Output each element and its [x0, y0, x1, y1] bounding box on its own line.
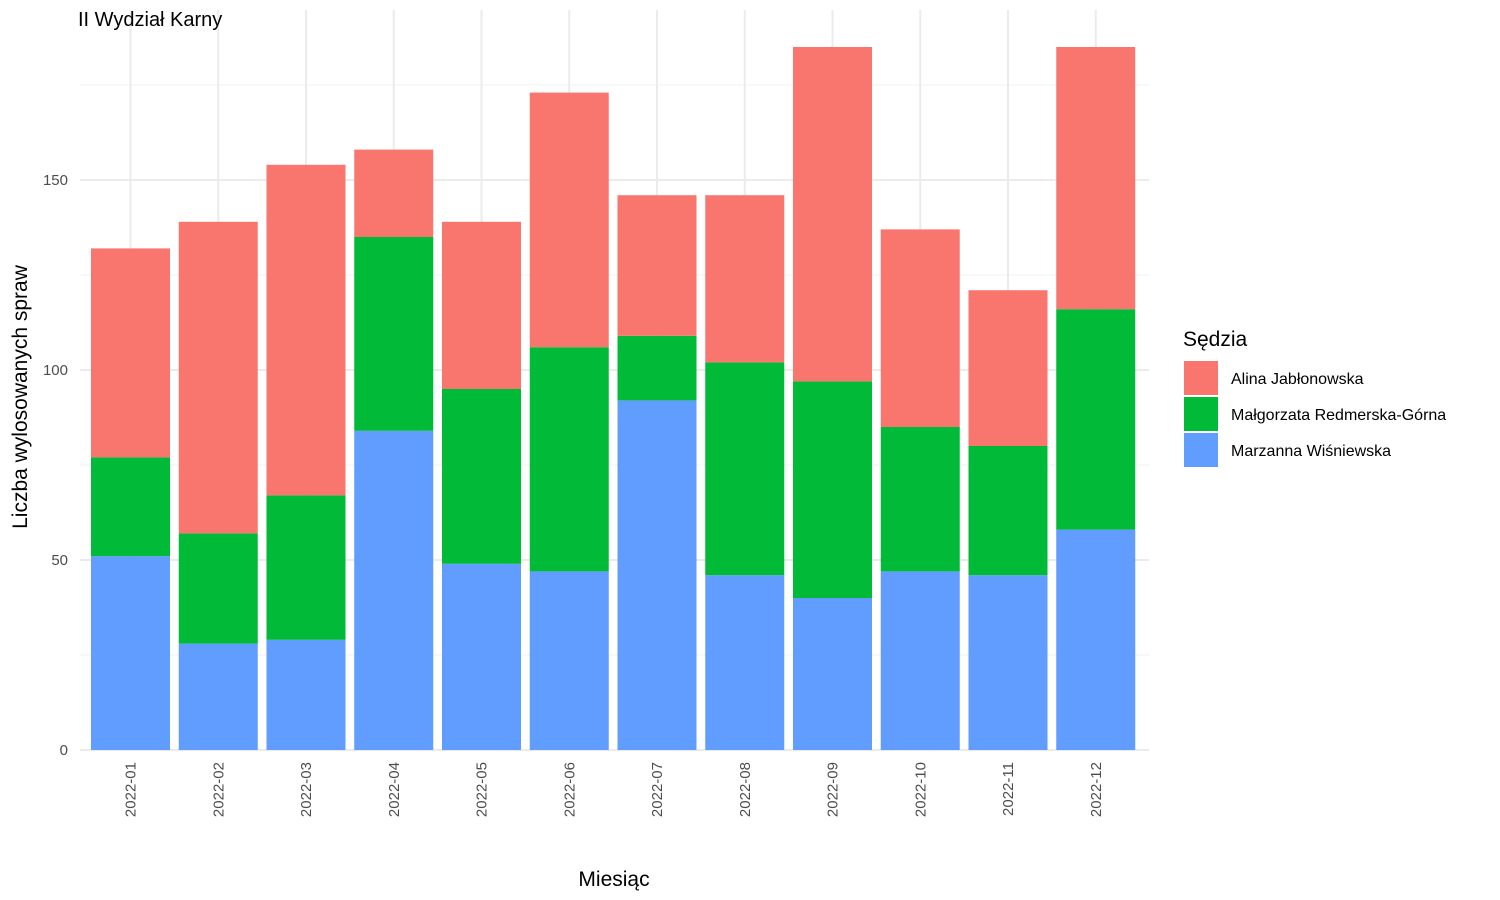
bar-segment: [354, 237, 434, 431]
bar-segment: [617, 195, 697, 336]
y-tick-label: 100: [43, 362, 68, 379]
x-tick-label: 2022-03: [298, 762, 315, 817]
bar-segment: [529, 571, 609, 750]
bar-segment: [178, 221, 258, 534]
legend-label: Alina Jabłonowska: [1231, 371, 1364, 388]
x-tick-label: 2022-12: [1088, 762, 1105, 817]
x-axis-title: Miesiąc: [578, 868, 649, 891]
bar-segment: [1056, 47, 1136, 310]
bar-segment: [442, 389, 521, 564]
bar-segment: [266, 639, 346, 750]
bar-segment: [880, 427, 960, 572]
y-tick-label: 0: [60, 742, 68, 759]
bar-segment: [266, 164, 346, 496]
legend-swatch: [1184, 397, 1218, 431]
x-tick-label: 2022-01: [123, 762, 140, 817]
bar-segment: [442, 221, 521, 389]
x-tick-label: 2022-02: [210, 762, 227, 817]
bar-segment: [1056, 529, 1136, 750]
bar-segment: [705, 195, 785, 363]
bar-segment: [178, 643, 258, 750]
x-tick-label: 2022-05: [474, 762, 491, 817]
bar-segment: [529, 347, 609, 572]
bar-segment: [968, 290, 1048, 446]
legend: Sędzia Alina Jabłonowska Małgorzata Redme…: [1183, 328, 1446, 467]
bar-segment: [266, 495, 346, 640]
bar-segment: [1056, 309, 1136, 530]
y-tick-label: 50: [51, 552, 68, 569]
legend-title: Sędzia: [1183, 328, 1248, 351]
bar-segment: [529, 92, 609, 348]
bar-segment: [91, 248, 170, 458]
legend-swatch: [1184, 433, 1218, 467]
x-tick-label: 2022-11: [1000, 762, 1017, 816]
legend-label: Marzanna Wiśniewska: [1231, 443, 1391, 460]
bar-segment: [617, 335, 697, 401]
bar-segment: [705, 362, 785, 576]
bar-segment: [354, 430, 434, 750]
bar-segment: [91, 556, 170, 750]
bar-segment: [354, 149, 434, 237]
bar-segment: [442, 563, 521, 750]
legend-swatch: [1184, 361, 1218, 395]
x-tick-label: 2022-09: [825, 762, 842, 817]
chart-title: II Wydział Karny: [78, 9, 222, 31]
legend-label: Małgorzata Redmerska-Górna: [1231, 407, 1446, 424]
x-axis-ticks: 2022-01 2022-02 2022-03 2022-04 2022-05 2022-…: [123, 762, 1105, 817]
bar-segment: [880, 571, 960, 750]
bar-segment: [705, 575, 785, 750]
x-tick-label: 2022-06: [561, 762, 578, 817]
bar-segment: [178, 533, 258, 644]
bar-segment: [793, 47, 872, 382]
bar-segment: [968, 575, 1048, 750]
bar-segment: [91, 457, 170, 557]
bar-segment: [793, 598, 872, 750]
x-tick-label: 2022-10: [912, 762, 929, 817]
bar-segment: [793, 381, 872, 598]
bars: [91, 47, 1136, 750]
x-tick-label: 2022-04: [386, 762, 403, 817]
y-tick-label: 150: [43, 172, 68, 189]
bar-segment: [968, 446, 1048, 576]
bar-segment: [617, 400, 697, 750]
x-tick-label: 2022-08: [737, 762, 754, 817]
bar-segment: [880, 229, 960, 427]
x-tick-label: 2022-07: [649, 762, 666, 817]
y-axis-title: Liczba wylosowanych spraw: [9, 264, 32, 529]
y-axis-ticks: 0 50 100 150: [43, 172, 68, 759]
